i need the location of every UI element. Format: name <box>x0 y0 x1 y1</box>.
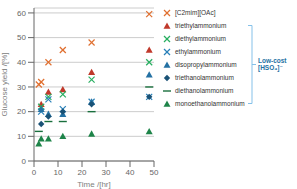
svg-text:20: 20 <box>17 107 26 116</box>
svg-text:Time /[hr]: Time /[hr] <box>77 180 110 189</box>
svg-text:Glucose yield /[%]: Glucose yield /[%] <box>8 52 9 116</box>
html-text:triethylammonium: triethylammonium <box>175 22 227 29</box>
svg-text:50: 50 <box>150 168 159 177</box>
svg-text:30: 30 <box>17 83 26 92</box>
svg-text:10: 10 <box>17 132 26 141</box>
svg-text:40: 40 <box>17 58 26 67</box>
svg-text:10: 10 <box>54 168 63 177</box>
html-text:monoethanolammonium: monoethanolammonium <box>175 100 245 107</box>
svg-text:30: 30 <box>102 168 111 177</box>
html-text:triethanolammonium: triethanolammonium <box>175 74 234 81</box>
svg-text:20: 20 <box>78 168 87 177</box>
svg-text:40: 40 <box>126 168 135 177</box>
svg-text:60: 60 <box>17 9 26 18</box>
html-text:diethanolammonium: diethanolammonium <box>175 87 234 94</box>
svg-text:0: 0 <box>32 168 37 177</box>
svg-text:50: 50 <box>17 33 26 42</box>
html-text:[C2mim][OAc]: [C2mim][OAc] <box>175 9 216 16</box>
html-text:Low-cost [HSO₄]⁻: Low-cost [HSO₄]⁻ <box>258 56 287 72</box>
html-text:disopropylammonium: disopropylammonium <box>175 61 237 68</box>
html-text:ethylammonium: ethylammonium <box>175 48 221 55</box>
html-text:diethylammonium: diethylammonium <box>175 35 226 42</box>
svg-text:0: 0 <box>22 157 27 166</box>
